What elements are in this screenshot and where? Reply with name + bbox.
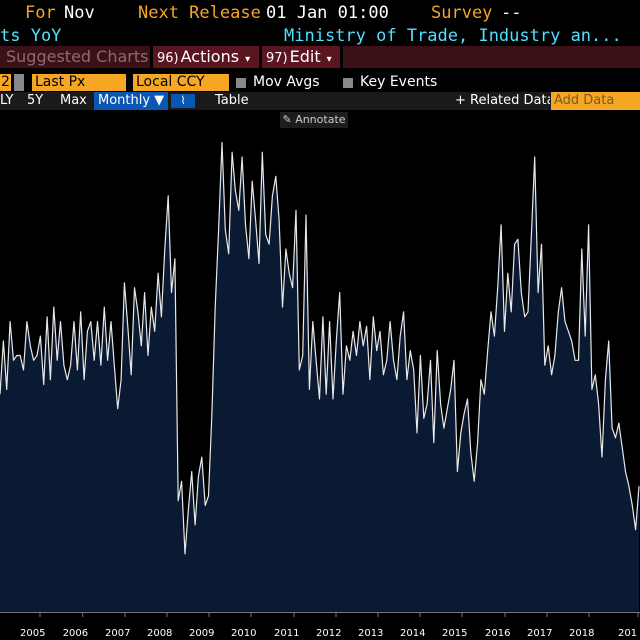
x-tick-label: 2016 bbox=[485, 628, 510, 639]
suggested-charts-button[interactable]: Suggested Charts bbox=[0, 46, 150, 68]
x-tick-label: 2017 bbox=[527, 628, 552, 639]
actions-shortcut: 96) bbox=[157, 51, 179, 66]
x-tick-label: 2007 bbox=[105, 628, 130, 639]
menu-bar: Suggested Charts 96) Actions ▾ 97) Edit ▾ bbox=[0, 46, 640, 68]
for-value: Nov bbox=[64, 3, 95, 23]
chart-controls: 2 Last Px Local CCY Mov Avgs Key Events bbox=[0, 72, 640, 92]
next-release-value: 01 Jan 01:00 bbox=[266, 3, 389, 23]
x-tick-label: 2008 bbox=[147, 628, 172, 639]
range-5y-button[interactable]: 5Y bbox=[27, 93, 44, 108]
for-label: For bbox=[25, 3, 56, 23]
frequency-dropdown[interactable]: Monthly ▼ bbox=[94, 92, 169, 110]
x-tick-label: 2012 bbox=[316, 628, 341, 639]
mov-avgs-checkbox[interactable] bbox=[236, 78, 246, 88]
table-button[interactable]: Table bbox=[215, 93, 249, 108]
add-data-input[interactable]: Add Data bbox=[551, 92, 640, 110]
x-tick-label: 2010 bbox=[231, 628, 256, 639]
actions-label: Actions bbox=[180, 47, 240, 66]
edit-label: Edit bbox=[289, 47, 321, 66]
edit-menu-button[interactable]: 97) Edit ▾ bbox=[262, 46, 340, 68]
chart-toolbar: LY 5Y Max Monthly ▼ ⌇ Table + Related Da… bbox=[0, 92, 640, 110]
x-tick-label: 2009 bbox=[189, 628, 214, 639]
edit-shortcut: 97) bbox=[266, 51, 288, 66]
survey-value: -- bbox=[501, 3, 522, 23]
currency-field[interactable]: Local CCY bbox=[133, 74, 229, 91]
field-input[interactable]: 2 bbox=[0, 74, 11, 91]
pencil-icon: ✎ bbox=[282, 113, 292, 126]
series-source: Ministry of Trade, Industry an... bbox=[284, 26, 622, 46]
annotate-label: Annotate bbox=[295, 113, 346, 126]
actions-menu-button[interactable]: 96) Actions ▾ bbox=[153, 46, 259, 68]
key-events-label: Key Events bbox=[360, 74, 438, 90]
x-axis: 2005 2006 2007 2008 2009 2010 2011 2012 2013 2014… bbox=[20, 612, 639, 639]
range-max-button[interactable]: Max bbox=[60, 93, 87, 108]
release-header: For Nov Next Release 01 Jan 01:00 Survey… bbox=[0, 0, 640, 26]
x-tick-label: 2006 bbox=[63, 628, 88, 639]
x-tick-label: 2018 bbox=[569, 628, 594, 639]
edit-caret-icon: ▾ bbox=[326, 54, 332, 65]
suggested-charts-label: Suggested Charts bbox=[6, 47, 149, 66]
x-tick-label: 201 bbox=[618, 628, 637, 639]
survey-label: Survey bbox=[431, 3, 493, 23]
key-events-checkbox[interactable] bbox=[343, 78, 353, 88]
menu-bar-filler bbox=[343, 46, 640, 68]
x-tick-label: 2013 bbox=[358, 628, 383, 639]
x-axis-band bbox=[0, 612, 640, 640]
next-release-label: Next Release bbox=[138, 3, 261, 23]
line-chart-icon[interactable]: ⌇ bbox=[171, 94, 195, 108]
x-tick-label: 2014 bbox=[400, 628, 425, 639]
x-tick-label: 2015 bbox=[442, 628, 467, 639]
plot-area bbox=[0, 141, 640, 612]
mov-avgs-label: Mov Avgs bbox=[253, 74, 320, 90]
related-data-button[interactable]: + Related Data bbox=[455, 93, 550, 108]
series-header: ts YoY Ministry of Trade, Industry an... bbox=[0, 26, 640, 46]
actions-caret-icon: ▾ bbox=[245, 54, 251, 65]
series-title: ts YoY bbox=[0, 26, 62, 46]
x-tick-label: 2011 bbox=[274, 628, 299, 639]
series-line bbox=[0, 141, 640, 555]
last-px-field[interactable]: Last Px bbox=[32, 74, 126, 91]
annotate-button[interactable]: ✎ Annotate bbox=[280, 112, 348, 128]
field-dropdown-icon[interactable] bbox=[14, 74, 24, 91]
x-tick-label: 2005 bbox=[20, 628, 45, 639]
range-1y-button[interactable]: LY bbox=[0, 93, 14, 108]
area-fill bbox=[0, 142, 639, 612]
